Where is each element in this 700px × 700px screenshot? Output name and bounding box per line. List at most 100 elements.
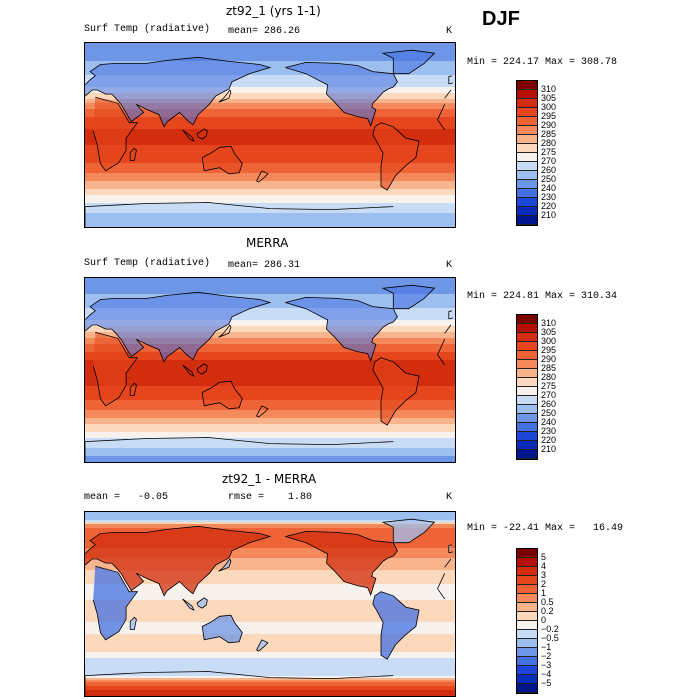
colorbar-tick-label: 280 [541,372,557,382]
field-band [85,382,455,385]
coastline-sumatra [182,129,195,142]
field-band [85,554,455,557]
coastline-samerica [372,591,420,660]
coastline-japan [218,89,232,103]
field-band [85,282,455,285]
colorbar-swatch [517,144,537,153]
field-band [85,73,455,76]
field-band [85,316,455,319]
colorbar-swatch [517,369,537,378]
colorbar-swatch [517,171,537,180]
field-band [85,330,455,333]
field-band [85,458,455,461]
field-band [85,284,455,287]
colorbar-swatch [517,342,537,351]
field-band [85,528,455,531]
colorbar-tick-label: 220 [541,201,557,211]
panel-3-rmse: rmse = 1.80 [228,492,313,503]
coastline-borneo [196,363,208,375]
field-band [85,352,455,355]
field-band [85,67,455,70]
field-band [85,534,455,537]
colorbar-tick-label: 310 [541,84,557,94]
field-band [85,179,455,182]
colorbar-tick-label: 230 [541,426,557,436]
field-band [85,139,455,142]
field-band [85,564,455,567]
panel-3-units: K [446,492,453,503]
colorbar-swatch [517,666,537,675]
colorbar-tick-label: 280 [541,138,557,148]
field-band [85,71,455,74]
colorbar-tick-label: −5 [541,678,552,688]
field-band [85,606,455,609]
colorbar-swatch [517,603,537,612]
colorbar-swatch [517,450,537,459]
field-band [85,101,455,104]
colorbar-tick-label: −1 [541,642,552,652]
coastline-uk [448,75,453,85]
field-band [85,448,455,451]
panel-2-colorbar [516,314,538,460]
field-band [85,354,455,357]
field-band [85,312,455,315]
field-band [85,390,455,393]
field-band [85,310,455,313]
colorbar-tick-label: 210 [541,444,557,454]
field-band [85,117,455,120]
colorbar-tick-label: 300 [541,102,557,112]
coastline-africa [92,331,446,407]
field-band [85,638,455,641]
field-band [85,55,455,58]
colorbar-tick-label: 295 [541,345,557,355]
colorbar-tick-label: 0.2 [541,606,554,616]
colorbar-swatch [517,180,537,189]
field-band [85,215,455,218]
field-band [85,618,455,621]
field-band [85,306,455,309]
coastline-namerica [285,296,398,362]
colorbar-tick-label: −4 [541,669,552,679]
colorbar-swatch [517,153,537,162]
field-band [85,318,455,321]
field-band [85,656,455,659]
panel-3-title: zt92_1 - MERRA [222,472,317,486]
field-band [85,648,455,651]
field-band [85,103,455,106]
field-band [85,374,455,377]
coastline-japan [218,558,232,572]
coastline-australia [201,614,243,644]
coastline-nz [256,639,269,652]
land-anomaly-samerica [372,122,419,191]
field-band [85,626,455,629]
panel-1-variable: Surf Temp (radiative) [84,24,211,35]
land-anomaly-borneo [197,597,208,609]
colorbar-swatch [517,549,537,558]
field-band [85,434,455,437]
coastline-australia [201,145,243,175]
field-band [85,526,455,529]
field-band [85,516,455,519]
field-band [85,147,455,150]
coastline-africa [92,565,446,641]
panel-1-mean: mean= 286.26 [228,26,301,37]
field-band [85,322,455,325]
field-band [85,658,455,661]
field-band [85,394,455,397]
field-band [85,384,455,387]
field-band [85,532,455,535]
colorbar-tick-label: 0.5 [541,597,554,607]
field-band [85,630,455,633]
coastline-eurasia [85,56,452,128]
field-band [85,213,455,216]
field-band [85,694,455,696]
coastline-samerica [372,122,420,191]
coastline-madagascar [129,382,137,396]
field-band [85,193,455,196]
field-band [85,143,455,146]
field-band [85,624,455,627]
panel-3-colorbar [516,548,538,694]
field-band [85,75,455,78]
colorbar-swatch [517,117,537,126]
field-band [85,113,455,116]
